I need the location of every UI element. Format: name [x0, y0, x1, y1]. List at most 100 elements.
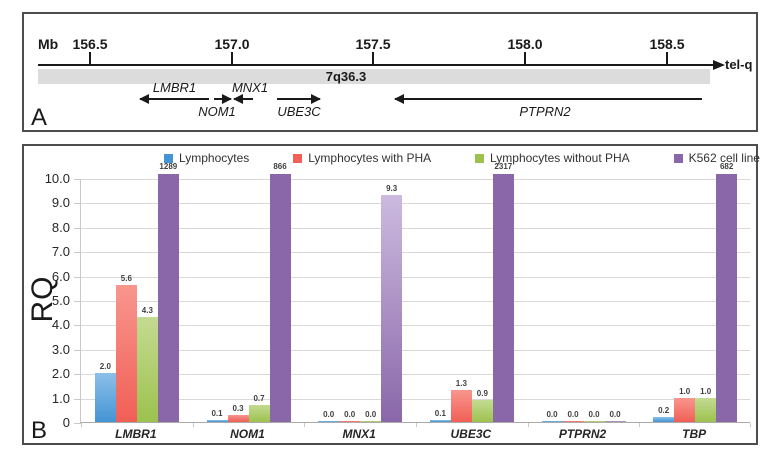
y-tick-label: 2.0	[51, 366, 70, 382]
y-tickmark	[74, 325, 81, 327]
plot-area: 2.0 5.6 4.3 1289 0.1 0.3 0.7 866 0.0 0.0 0.0 9.3 0.1…	[74, 162, 751, 427]
bar-ube3c-1	[429, 419, 451, 422]
legend-item: Lymphocytes	[164, 151, 249, 165]
legend-swatch	[673, 153, 683, 163]
panel-a-letter: A	[31, 104, 48, 131]
bar-lmbr1-4	[157, 174, 179, 422]
gene-label-nom1: NOM1	[198, 104, 236, 119]
gene-arrow-ube3c	[277, 94, 321, 104]
scale-tick-label: 156.5	[72, 36, 108, 52]
bar-tbp-3	[695, 397, 717, 422]
bar-value-label: 0.3	[232, 403, 244, 413]
gene-label-lmbr1: LMBR1	[152, 80, 197, 95]
bar-value-label: 0.2	[658, 406, 670, 416]
bar-value-label: 1289	[159, 162, 178, 171]
x-tickmark	[81, 423, 82, 427]
bar-value-label: 0.1	[434, 408, 446, 418]
scale-tickmark	[89, 52, 91, 65]
y-tickmark	[74, 423, 81, 424]
mb-unit-label: Mb	[38, 36, 59, 52]
bar-lmbr1-3	[136, 317, 158, 422]
category-label: MNX1	[342, 427, 376, 441]
y-tickmark	[74, 252, 81, 254]
legend-label: K562 cell line	[688, 151, 760, 165]
bar-mnx1-1	[318, 421, 340, 422]
y-tickmark	[74, 179, 81, 180]
x-tickmark	[416, 423, 417, 427]
gridline	[81, 349, 750, 351]
x-tickmark	[527, 423, 529, 427]
bar-ube3c-3	[471, 400, 493, 422]
bar-ptprn2-3	[583, 421, 605, 422]
bar-value-label: 1.0	[700, 386, 712, 396]
category-label: PTPRN2	[558, 427, 607, 441]
bar-value-label: 682	[719, 162, 734, 171]
bar-value-label: 0.0	[609, 410, 621, 419]
scale-tick-label: 158.5	[649, 36, 685, 52]
x-tickmark	[192, 423, 194, 427]
cytoband-bar: 7q36.3	[38, 69, 710, 84]
gridline	[81, 301, 750, 302]
bar-value-label: 0.9	[476, 389, 488, 399]
gene-arrow-nom1	[214, 94, 232, 104]
category-label: LMBR1	[115, 427, 157, 441]
legend-label: Lymphocytes with PHA	[308, 151, 432, 165]
x-tickmark	[639, 423, 641, 427]
category-labels: LMBR1 NOM1 MNX1 UBE3C PTPRN2 TBP	[80, 427, 750, 443]
y-tick-label: 1.0	[51, 390, 70, 406]
gridline	[81, 398, 750, 400]
bar-nom1-3	[248, 404, 270, 422]
y-tickmark	[74, 398, 81, 400]
bar-value-label: 0.0	[365, 410, 377, 419]
gridline	[81, 203, 750, 205]
bar-value-label: 0.0	[344, 410, 356, 419]
bar-value-label: 866	[273, 162, 287, 171]
legend-item: K562 cell line	[673, 151, 760, 165]
gridline	[81, 252, 750, 254]
bar-nom1-4	[269, 174, 291, 422]
y-tick-label: 5.0	[51, 293, 70, 308]
bar-mnx1-2	[339, 421, 361, 422]
gridline	[81, 179, 750, 180]
bar-mnx1-3	[360, 421, 382, 422]
bar-tbp-2	[674, 397, 696, 422]
y-axis-labels: 0 1.0 2.0 3.0 4.0 5.0 6.0 7.0 8.0 9.0 10.0	[24, 171, 74, 430]
scale-tickmark	[231, 52, 233, 65]
legend: Lymphocytes Lymphocytes with PHA Lymphoc…	[164, 150, 760, 166]
scale-tick-label: 157.5	[355, 36, 391, 52]
gene-label-ube3c: UBE3C	[277, 104, 321, 119]
y-tick-label: 10.0	[44, 171, 70, 186]
bar-ube3c-2	[450, 390, 472, 422]
gene-arrow-lmbr1	[139, 94, 209, 104]
panel-b: Lymphocytes Lymphocytes with PHA Lymphoc…	[22, 144, 760, 445]
category-label: UBE3C	[450, 427, 492, 441]
telomere-arrowhead-icon	[713, 60, 725, 70]
gridline	[81, 325, 750, 327]
legend-item: Lymphocytes with PHA	[293, 151, 431, 165]
gene-arrow-ptprn2	[394, 94, 702, 104]
bar-value-label: 0.0	[588, 410, 600, 419]
scale-tick-label: 158.0	[507, 36, 543, 52]
legend-swatch	[475, 153, 485, 163]
scale-tickmark	[372, 52, 374, 65]
bar-value-label: 2.0	[99, 362, 111, 372]
y-tick-label: 4.0	[51, 317, 70, 333]
legend-item: Lymphocytes without PHA	[475, 151, 630, 165]
bar-ube3c-4	[492, 174, 514, 422]
scale-tick-label: 157.0	[214, 36, 250, 52]
y-tickmark	[74, 349, 81, 351]
panel-a: Mb 156.5 157.0 157.5 158.0 158.5 tel-q 7…	[22, 12, 758, 132]
y-tickmark	[74, 301, 81, 302]
legend-swatch	[293, 153, 303, 163]
bar-tbp-4	[716, 174, 738, 422]
panel-b-letter: B	[31, 417, 48, 444]
y-tick-label: 8.0	[51, 219, 70, 235]
bar-ptprn2-4	[604, 421, 626, 422]
bar-value-label: 0.0	[567, 410, 579, 419]
y-tickmark	[74, 374, 81, 376]
gene-arrow-mnx1	[233, 94, 253, 104]
y-tick-label: 0	[62, 415, 70, 430]
gridline	[81, 276, 750, 278]
bar-value-label: 0.0	[546, 410, 558, 419]
